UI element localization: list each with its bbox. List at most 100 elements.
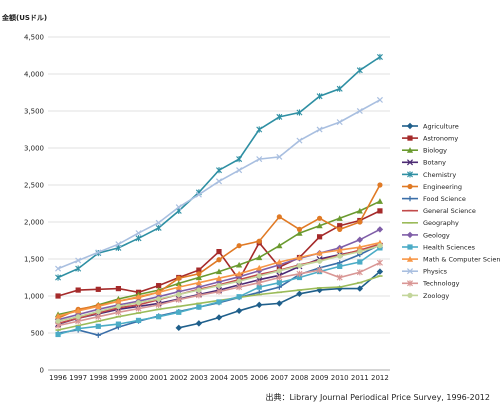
data-point xyxy=(115,303,122,309)
legend-marker xyxy=(406,231,414,239)
data-point xyxy=(357,219,363,225)
data-point xyxy=(356,67,363,74)
data-point xyxy=(336,215,343,221)
data-point xyxy=(95,249,102,256)
data-point xyxy=(376,259,383,266)
data-point xyxy=(276,300,283,307)
data-point xyxy=(196,271,202,277)
data-point xyxy=(296,109,303,116)
y-tick-label: 2,500 xyxy=(24,182,44,190)
legend-marker xyxy=(407,171,413,178)
data-point xyxy=(195,279,202,286)
data-point xyxy=(236,270,243,277)
data-point xyxy=(356,236,364,243)
data-point xyxy=(296,254,303,261)
legend-marker xyxy=(406,159,414,166)
legend-marker xyxy=(407,280,413,287)
data-point xyxy=(235,273,243,280)
data-point xyxy=(316,93,323,100)
data-point xyxy=(256,273,262,279)
x-tick-label: 2008 xyxy=(291,374,309,382)
data-point xyxy=(336,119,343,126)
legend-item: Geology xyxy=(402,231,450,239)
data-point xyxy=(276,113,283,121)
legend-item: Biology xyxy=(402,147,447,155)
data-point xyxy=(155,289,162,295)
data-point xyxy=(135,293,142,300)
data-point xyxy=(196,267,202,273)
data-point xyxy=(336,274,343,281)
data-point xyxy=(356,107,363,115)
data-point xyxy=(316,234,323,240)
data-point xyxy=(256,284,262,290)
data-point xyxy=(337,263,343,269)
data-point xyxy=(156,283,162,289)
data-point xyxy=(296,274,303,281)
data-point xyxy=(135,305,142,312)
y-tick-label: 1,500 xyxy=(24,256,44,264)
data-point xyxy=(316,258,323,264)
data-point xyxy=(296,270,303,277)
data-point xyxy=(175,284,182,290)
legend-marker xyxy=(407,196,413,202)
legend-item: Agriculture xyxy=(402,122,459,130)
legend-item: Zoology xyxy=(402,292,449,300)
data-point xyxy=(175,280,182,287)
legend: Agriculture Astronomy Biology Botany Chemist… xyxy=(402,122,500,300)
legend-marker xyxy=(406,147,414,153)
x-tick-label: 1996 xyxy=(49,374,67,382)
legend-label: Math & Computer Science xyxy=(423,256,500,264)
data-point xyxy=(115,286,122,292)
data-point xyxy=(337,226,343,232)
data-point xyxy=(276,258,283,265)
data-point xyxy=(75,325,81,332)
x-tick-label: 1998 xyxy=(89,374,107,382)
data-point xyxy=(55,265,62,272)
legend-marker xyxy=(406,122,414,130)
data-point xyxy=(135,300,142,306)
data-point xyxy=(256,264,263,271)
data-point xyxy=(296,263,303,269)
data-point xyxy=(176,275,182,281)
legend-label: Technology xyxy=(422,280,460,288)
legend-item: Physics xyxy=(402,268,448,276)
data-point xyxy=(115,309,122,316)
data-point xyxy=(276,214,282,220)
legend-item: Chemistry xyxy=(402,171,456,179)
data-point xyxy=(196,287,202,293)
data-point xyxy=(216,299,222,305)
data-point xyxy=(195,191,202,198)
series-technology xyxy=(55,259,383,329)
data-point xyxy=(236,243,242,249)
data-point xyxy=(236,261,243,268)
data-point xyxy=(55,331,61,338)
data-point xyxy=(175,204,182,211)
legend-marker xyxy=(407,135,413,141)
x-tick-label: 1997 xyxy=(69,374,87,382)
data-point xyxy=(377,243,383,249)
legend-label: Astronomy xyxy=(423,135,458,143)
y-tick-labels: 0 500 1,000 1,500 2,000 2,500 3,000 3,500 4,000 4… xyxy=(24,34,44,375)
data-point xyxy=(115,241,122,248)
legend-marker xyxy=(407,183,413,190)
series-physics xyxy=(55,96,383,272)
series-agriculture xyxy=(175,268,384,332)
data-point xyxy=(115,321,122,327)
source-note: 出典：Library Journal Periodical Price Surv… xyxy=(265,392,490,402)
x-tick-label: 2004 xyxy=(210,374,228,382)
data-point xyxy=(215,178,223,185)
x-tick-label: 2011 xyxy=(351,374,369,382)
y-tick-label: 3,500 xyxy=(24,108,44,116)
x-tick-label: 2005 xyxy=(230,374,248,382)
data-point xyxy=(276,242,283,249)
data-point xyxy=(296,290,303,297)
data-point xyxy=(236,156,243,163)
data-point xyxy=(216,257,222,263)
legend-item: Technology xyxy=(402,280,460,288)
data-point xyxy=(196,304,202,310)
data-point xyxy=(175,288,182,295)
legend-marker xyxy=(407,244,413,250)
legend-label: Geology xyxy=(423,231,450,239)
data-point xyxy=(356,285,364,292)
